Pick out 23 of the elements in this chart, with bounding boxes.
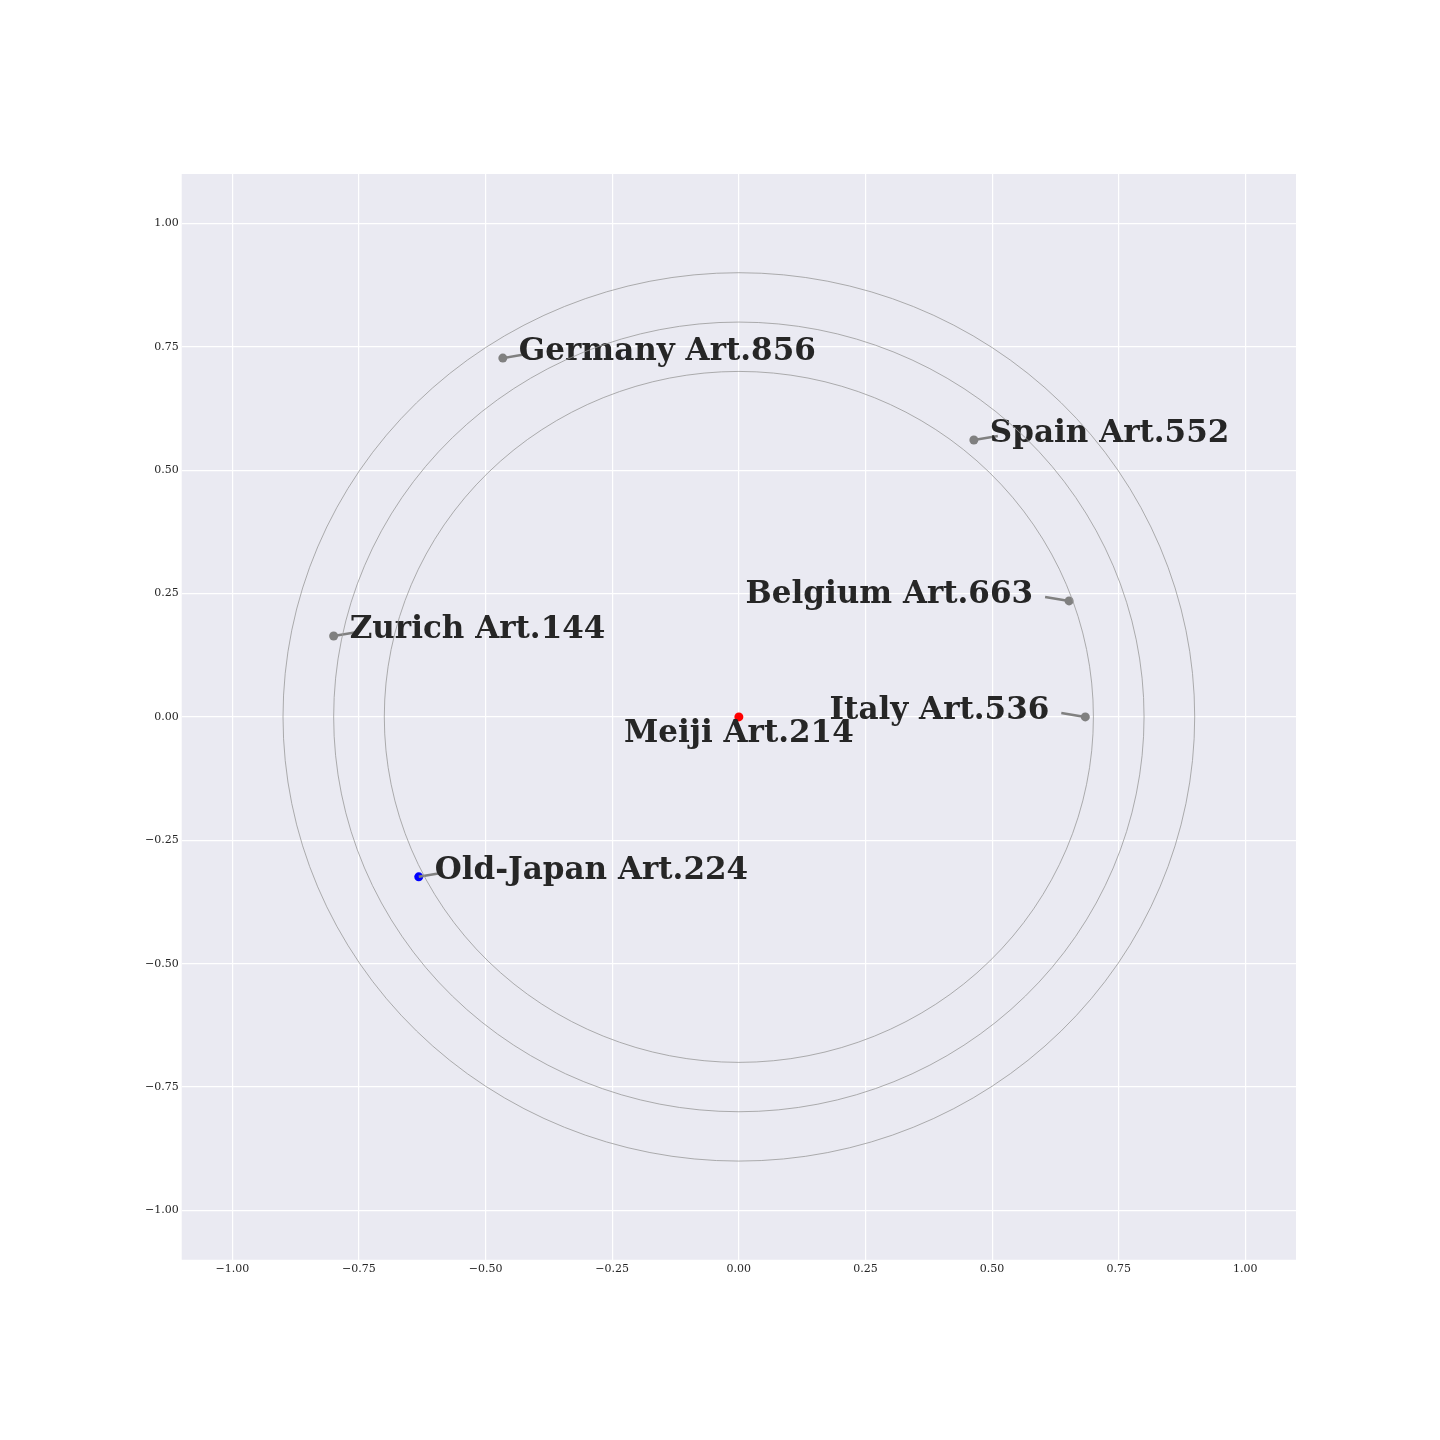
x-tick-label: 0.00 (726, 1262, 752, 1276)
x-tick-label: 0.75 (1106, 1262, 1131, 1276)
y-tick-label: 0.75 (154, 339, 179, 353)
x-tick-label: −0.25 (595, 1262, 630, 1276)
y-tick-label: 0.25 (154, 586, 179, 600)
y-tick-label: −0.50 (144, 956, 179, 970)
annotation: Spain Art.552 (989, 413, 1230, 450)
x-tick-label: 0.50 (979, 1262, 1005, 1276)
annotation: Zurich Art.144 (349, 608, 606, 645)
annotation: Old-Japan Art.224 (434, 849, 749, 886)
annotation: Germany Art.856 (518, 331, 816, 368)
x-tick-label: −0.50 (468, 1262, 503, 1276)
y-tick-label: 0.00 (154, 709, 179, 723)
x-tick-label: −0.75 (342, 1262, 376, 1276)
x-tick-label: −1.00 (215, 1262, 250, 1276)
y-tick-label: −0.25 (144, 833, 179, 847)
x-tick-label: 1.00 (1233, 1262, 1258, 1276)
y-tick-label: −0.75 (144, 1079, 179, 1093)
annotation: Belgium Art.663 (745, 573, 1034, 610)
x-tick-label: 0.25 (853, 1262, 878, 1276)
y-tick-label: −1.00 (144, 1203, 179, 1217)
y-tick-label: 0.50 (154, 462, 179, 476)
y-tick-label: 1.00 (154, 216, 179, 230)
